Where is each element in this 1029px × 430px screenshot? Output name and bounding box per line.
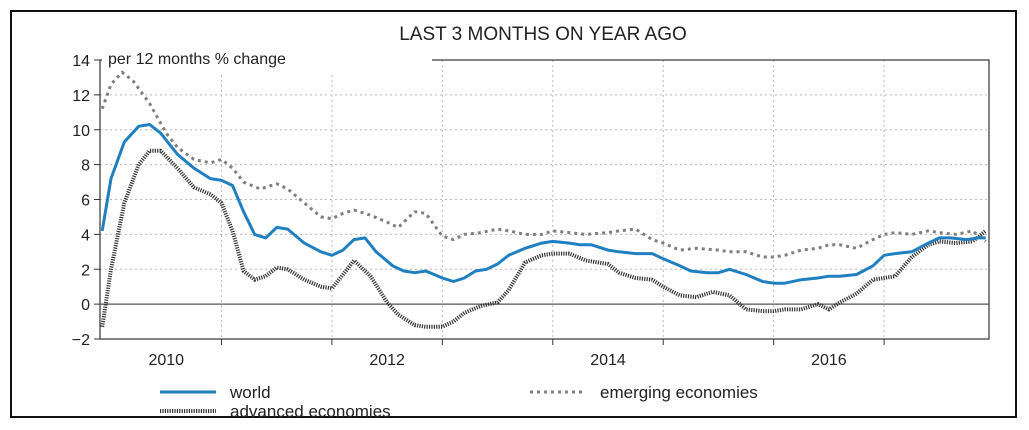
series-line-emerging-economies bbox=[100, 70, 987, 259]
y-tick-label: −2 bbox=[72, 332, 90, 349]
legend-label-emerging-economies: emerging economies bbox=[600, 383, 758, 402]
axes: 14 12 10 8 6 4 2 0 −2 2010 2012 2014 2016 bbox=[72, 53, 989, 369]
x-tick-label: 2014 bbox=[590, 352, 626, 369]
x-tick-label: 2010 bbox=[148, 352, 184, 369]
y-tick-label: 6 bbox=[81, 193, 90, 210]
legend-label-world: world bbox=[229, 383, 271, 402]
chart-frame bbox=[10, 10, 1017, 418]
legend-label-advanced-economies: advanced economies bbox=[230, 402, 391, 421]
grid bbox=[100, 60, 989, 339]
y-tick-label: 10 bbox=[72, 123, 90, 140]
y-tick-label: 12 bbox=[72, 88, 90, 105]
series-line-advanced-economies bbox=[100, 148, 987, 329]
y-tick-label: 0 bbox=[81, 297, 90, 314]
y-tick-label: 4 bbox=[81, 227, 90, 244]
legend: world emerging economies advanced economie… bbox=[160, 383, 758, 421]
y-tick-label: 2 bbox=[81, 262, 90, 279]
y-tick-label: 14 bbox=[72, 53, 90, 70]
x-tick-label: 2016 bbox=[811, 352, 847, 369]
series-line-world bbox=[100, 123, 986, 285]
chart-title: LAST 3 MONTHS ON YEAR AGO bbox=[399, 24, 687, 45]
series bbox=[100, 70, 987, 329]
y-tick-label: 8 bbox=[81, 158, 90, 175]
y-axis-label: per 12 months % change bbox=[108, 51, 286, 68]
ylabel-background bbox=[102, 45, 432, 72]
x-tick-label: 2012 bbox=[369, 352, 405, 369]
